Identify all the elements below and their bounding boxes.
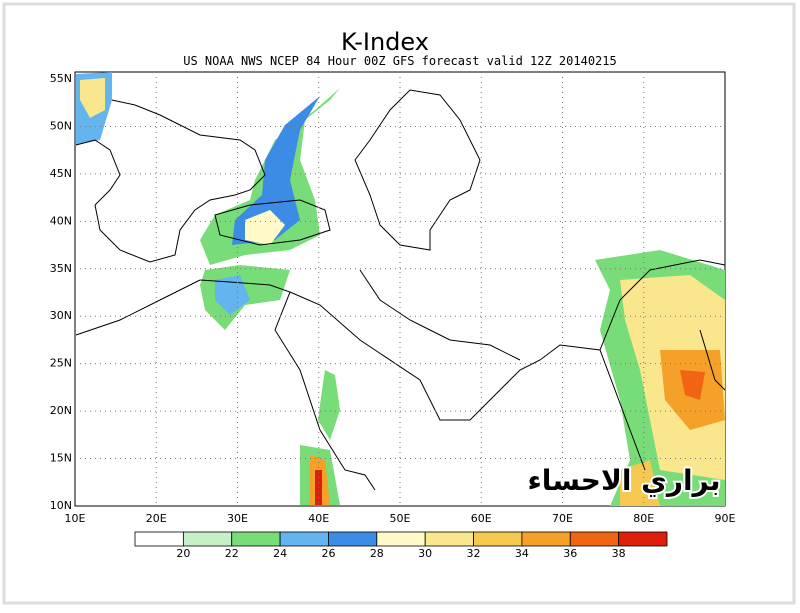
k-index-shading (76, 72, 725, 506)
colorbar-label: 36 (563, 547, 577, 560)
watermark: براري الاحساء (527, 464, 720, 497)
colorbar-label: 34 (515, 547, 529, 560)
colorbar-box (618, 531, 668, 547)
lon-label: 10E (65, 512, 86, 525)
colorbar-box (279, 531, 329, 547)
lat-label: 30N (50, 309, 72, 322)
lon-label: 40E (308, 512, 329, 525)
colorbar-label: 30 (418, 547, 432, 560)
lon-label: 50E (390, 512, 411, 525)
lon-label: 30E (227, 512, 248, 525)
colorbar-label: 24 (273, 547, 287, 560)
colorbar-label: 32 (467, 547, 481, 560)
lat-label: 10N (50, 499, 72, 512)
colorbar-box (473, 531, 523, 547)
colorbar: 20 22 24 26 28 30 32 34 36 38 (134, 531, 668, 560)
title: K-Index (341, 28, 429, 56)
lat-label: 40N (50, 214, 72, 227)
lon-label: 80E (633, 512, 654, 525)
lat-label: 15N (50, 452, 72, 465)
lon-label: 70E (552, 512, 573, 525)
colorbar-label: 20 (176, 547, 190, 560)
colorbar-label: 28 (370, 547, 384, 560)
lat-label: 20N (50, 404, 72, 417)
colorbar-label: 22 (225, 547, 239, 560)
colorbar-box (134, 531, 184, 547)
lon-label: 90E (715, 512, 736, 525)
colorbar-box (328, 531, 378, 547)
lat-label: 25N (50, 357, 72, 370)
colorbar-box (521, 531, 571, 547)
colorbar-label: 38 (612, 547, 626, 560)
colorbar-box (424, 531, 474, 547)
lat-label: 35N (50, 262, 72, 275)
lon-label: 60E (471, 512, 492, 525)
colorbar-box (376, 531, 426, 547)
lat-label: 50N (50, 119, 72, 132)
colorbar-box (231, 531, 281, 547)
subtitle: US NOAA NWS NCEP 84 Hour 00Z GFS forecas… (183, 54, 616, 68)
lon-label: 20E (146, 512, 167, 525)
lat-label: 55N (50, 72, 72, 85)
colorbar-label: 26 (321, 547, 335, 560)
lat-label: 45N (50, 167, 72, 180)
colorbar-box (182, 531, 233, 547)
colorbar-box (569, 531, 620, 547)
